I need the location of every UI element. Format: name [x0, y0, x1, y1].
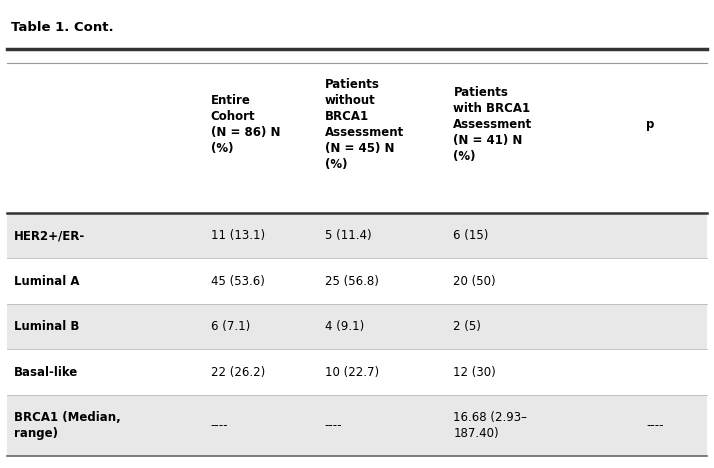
Text: 4 (9.1): 4 (9.1) — [325, 320, 364, 333]
Text: 20 (50): 20 (50) — [453, 275, 496, 288]
Text: 22 (26.2): 22 (26.2) — [211, 366, 265, 379]
Text: 11 (13.1): 11 (13.1) — [211, 229, 265, 242]
Bar — [7, 213, 707, 258]
Text: ----: ---- — [646, 419, 664, 432]
Text: ----: ---- — [325, 419, 343, 432]
Text: 12 (30): 12 (30) — [453, 366, 496, 379]
Text: Table 1. Cont.: Table 1. Cont. — [11, 21, 114, 34]
Text: 45 (53.6): 45 (53.6) — [211, 275, 264, 288]
Text: 5 (11.4): 5 (11.4) — [325, 229, 371, 242]
Text: p: p — [646, 117, 655, 131]
Text: 16.68 (2.93–
187.40): 16.68 (2.93– 187.40) — [453, 411, 528, 440]
Text: Entire
Cohort
(N = 86) N
(%): Entire Cohort (N = 86) N (%) — [211, 94, 280, 154]
Text: BRCA1 (Median,
range): BRCA1 (Median, range) — [14, 411, 121, 440]
Text: 6 (15): 6 (15) — [453, 229, 489, 242]
Text: Luminal A: Luminal A — [14, 275, 80, 288]
Text: Patients
with BRCA1
Assessment
(N = 41) N
(%): Patients with BRCA1 Assessment (N = 41) … — [453, 86, 533, 162]
Text: Luminal B: Luminal B — [14, 320, 80, 333]
Text: HER2+/ER-: HER2+/ER- — [14, 229, 86, 242]
Text: 6 (7.1): 6 (7.1) — [211, 320, 250, 333]
Text: 10 (22.7): 10 (22.7) — [325, 366, 379, 379]
Text: Patients
without
BRCA1
Assessment
(N = 45) N
(%): Patients without BRCA1 Assessment (N = 4… — [325, 78, 404, 170]
Bar — [7, 304, 707, 350]
Text: 25 (56.8): 25 (56.8) — [325, 275, 378, 288]
Bar — [7, 395, 707, 456]
Text: ----: ---- — [211, 419, 228, 432]
Text: Basal-like: Basal-like — [14, 366, 79, 379]
Text: 2 (5): 2 (5) — [453, 320, 481, 333]
